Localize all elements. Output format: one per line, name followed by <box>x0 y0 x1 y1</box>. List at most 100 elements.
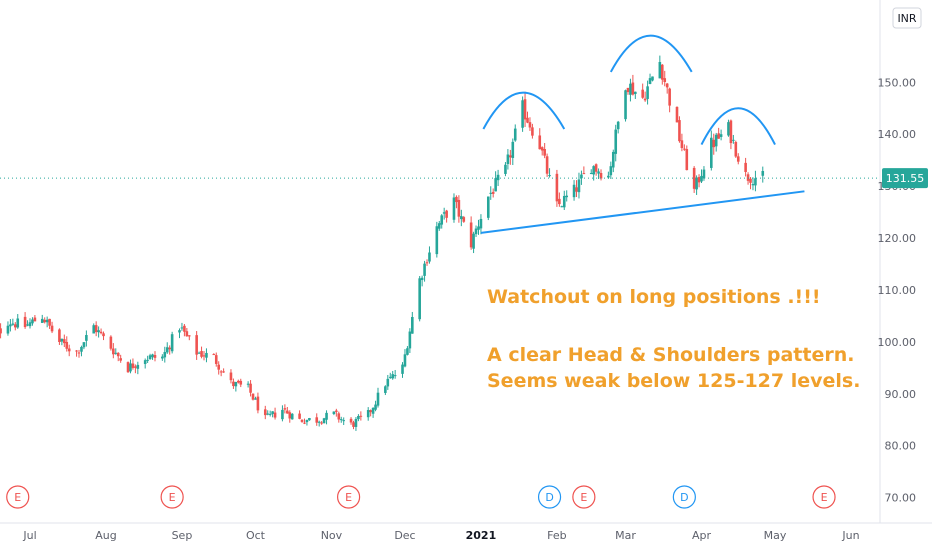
candle <box>219 370 223 377</box>
candle <box>229 369 233 384</box>
time-tick-label: Oct <box>246 529 266 542</box>
candle <box>337 411 341 423</box>
candle <box>308 417 311 421</box>
candle <box>474 225 478 237</box>
candle <box>374 400 377 412</box>
neckline[interactable] <box>480 190 805 234</box>
pattern-drawings-layer <box>480 34 805 234</box>
candle <box>577 172 581 199</box>
earnings-marker[interactable]: E <box>336 485 361 509</box>
time-tick-label: Nov <box>321 529 343 542</box>
annotation-warning: Watchout on long positions .!!! <box>487 286 821 308</box>
candle <box>710 130 713 171</box>
price-tick-label: 90.00 <box>885 388 917 401</box>
earnings-marker[interactable]: E <box>6 485 30 509</box>
time-tick-label: Jul <box>22 529 36 542</box>
candle <box>648 73 652 85</box>
candle <box>148 353 152 360</box>
candle <box>594 163 598 176</box>
candle <box>376 387 380 408</box>
candle <box>729 119 733 150</box>
candle <box>300 419 304 423</box>
candle <box>609 161 613 179</box>
candle <box>134 364 137 374</box>
candle <box>325 410 328 425</box>
svg-text:E: E <box>821 491 828 504</box>
price-tick-label: 120.00 <box>878 232 917 245</box>
candle <box>131 358 135 370</box>
candle <box>462 215 466 223</box>
time-tick-label: Sep <box>172 529 193 542</box>
candle <box>305 419 309 426</box>
candle <box>58 328 61 345</box>
earnings-marker[interactable]: E <box>572 485 596 509</box>
candle <box>165 342 169 354</box>
candle <box>187 335 191 341</box>
candle <box>13 322 17 331</box>
candle <box>92 323 96 334</box>
candle <box>254 396 257 400</box>
candle <box>629 78 632 102</box>
candle <box>48 318 51 329</box>
candle <box>717 127 720 139</box>
candle <box>214 352 218 367</box>
candle <box>540 146 544 156</box>
annotation-levels: Seems weak below 125-127 levels. <box>487 370 860 392</box>
candle <box>678 116 681 143</box>
candle <box>761 166 765 183</box>
svg-text:E: E <box>169 491 176 504</box>
dividend-marker[interactable]: D <box>537 485 562 509</box>
candle <box>680 133 684 152</box>
candle <box>580 170 583 185</box>
candle <box>50 321 54 334</box>
candle <box>425 259 429 266</box>
candle <box>26 320 29 327</box>
candles-layer <box>0 55 765 431</box>
candle <box>388 372 392 379</box>
candle <box>369 409 372 417</box>
candle <box>251 393 255 401</box>
candle <box>660 64 664 85</box>
candle <box>65 336 69 352</box>
candle <box>303 418 306 425</box>
candle <box>371 407 375 418</box>
candle <box>185 327 189 337</box>
head-arc[interactable] <box>609 34 693 73</box>
price-axis: 70.0080.0090.00100.00110.00120.00130.001… <box>878 0 917 523</box>
candle <box>195 331 198 360</box>
candle <box>697 174 701 188</box>
candle <box>477 219 480 235</box>
candle <box>129 359 132 374</box>
candle <box>491 188 495 198</box>
candle <box>109 335 113 351</box>
currency-badge[interactable]: INR <box>892 7 922 29</box>
candle <box>99 328 103 335</box>
candle <box>749 177 752 190</box>
candle <box>237 379 240 384</box>
candle <box>386 374 390 390</box>
candle <box>558 192 561 207</box>
candle <box>719 129 723 141</box>
dividend-marker[interactable]: D <box>672 485 696 509</box>
candle <box>246 381 250 388</box>
candle <box>85 330 88 347</box>
candle <box>442 207 446 220</box>
candle <box>744 157 747 177</box>
earnings-marker[interactable]: E <box>812 485 836 509</box>
candle <box>217 361 221 375</box>
time-tick-label: May <box>764 529 787 542</box>
candle <box>320 421 323 425</box>
candle <box>406 346 409 356</box>
candle <box>60 338 64 346</box>
candle <box>560 205 564 208</box>
candle <box>734 140 738 158</box>
candle <box>592 165 595 181</box>
candle <box>82 342 86 350</box>
earnings-marker[interactable]: E <box>160 485 184 509</box>
price-tick-label: 100.00 <box>878 336 917 349</box>
candle <box>268 410 272 417</box>
right-shoulder-arc[interactable] <box>700 107 776 146</box>
left-shoulder-arc[interactable] <box>482 91 566 130</box>
